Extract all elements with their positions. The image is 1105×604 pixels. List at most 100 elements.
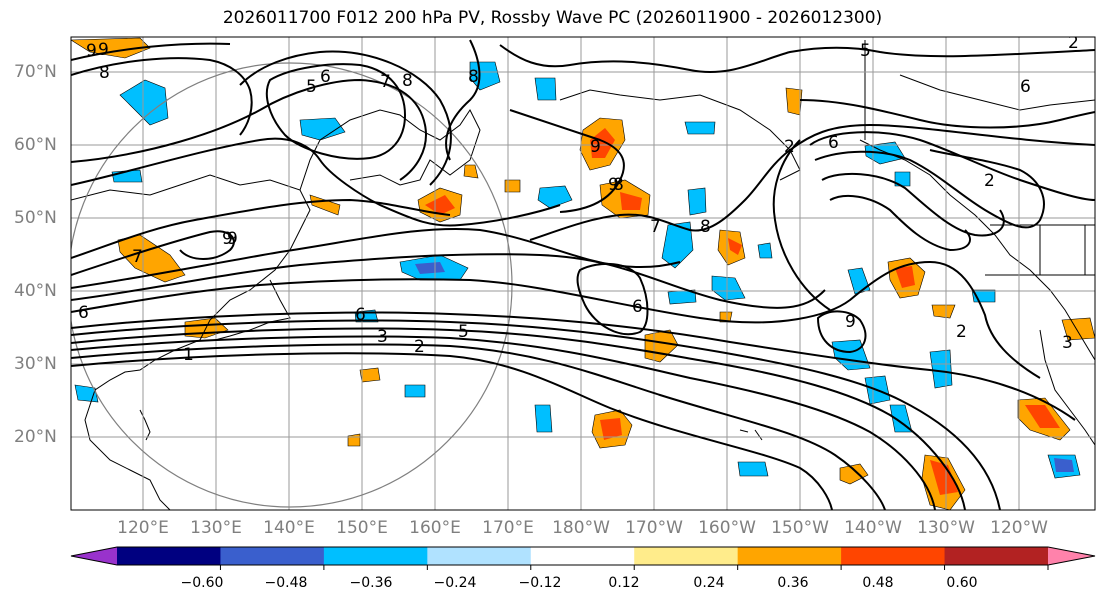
- contour-label: 9: [608, 175, 619, 195]
- positive-anomaly: [644, 329, 679, 363]
- contour-label: 6: [828, 133, 839, 153]
- contour-labels: 9 8 9 6 5 7 8 8 5 2 9 9 7 6 6 3 2 5 1 6 …: [78, 33, 1079, 365]
- contour-label: 8: [700, 217, 711, 237]
- contour-label: 2: [414, 337, 425, 357]
- negative-anomaly: [534, 404, 553, 433]
- contour-label: 6: [1020, 77, 1031, 97]
- colorbar-segment: [841, 547, 946, 565]
- negative-anomaly: [299, 117, 346, 141]
- negative-anomaly: [404, 384, 426, 398]
- contour-label: 9: [86, 41, 97, 61]
- positive-anomaly: [620, 192, 642, 210]
- colorbar-extend-min: [71, 547, 117, 565]
- contour-label: 2: [984, 171, 995, 191]
- negative-anomaly: [469, 61, 501, 91]
- contour-label: 9: [590, 137, 601, 157]
- lon-label-170e: 170°E: [482, 518, 534, 538]
- lat-label-60n: 60°N: [14, 135, 57, 155]
- negative-anomaly: [74, 384, 99, 403]
- positive-anomaly: [425, 195, 455, 215]
- colorbar-segment: [530, 547, 635, 565]
- positive-anomaly: [359, 367, 381, 383]
- contour-label: 7: [650, 217, 661, 237]
- contour-label: 7: [132, 247, 143, 267]
- lon-label-140w: 140°W: [844, 518, 902, 538]
- contour-label: 6: [320, 67, 331, 87]
- lat-label-30n: 30°N: [14, 354, 57, 374]
- lon-label-130w: 130°W: [917, 518, 975, 538]
- lat-label-20n: 20°N: [14, 427, 57, 447]
- lon-label-150w: 150°W: [771, 518, 829, 538]
- colorbar-tick-label: 0.12: [608, 575, 640, 591]
- colorbar-segment: [323, 547, 428, 565]
- positive-anomaly: [895, 266, 915, 288]
- contour-label: 8: [468, 67, 479, 87]
- colorbar: [70, 546, 1096, 570]
- contour-label: 5: [306, 77, 317, 97]
- contour-label: 2: [956, 322, 967, 342]
- colorbar-outline: [70, 546, 1096, 566]
- lon-label-120e: 120°E: [117, 518, 169, 538]
- positive-anomaly: [931, 304, 956, 319]
- lat-label-70n: 70°N: [14, 62, 57, 82]
- colorbar-segment: [427, 547, 532, 565]
- colorbar-tick-label: 0.60: [946, 575, 978, 591]
- contour-label: 3: [1062, 333, 1073, 353]
- colorbar-tick-label: −0.36: [349, 575, 393, 591]
- chart-title: 2026011700 F012 200 hPa PV, Rossby Wave …: [222, 8, 883, 28]
- positive-anomaly: [590, 128, 615, 158]
- contour-label: 2: [784, 137, 795, 157]
- colorbar-tick-label: 0.24: [693, 575, 725, 591]
- negative-anomaly: [537, 185, 573, 209]
- negative-anomaly: [894, 171, 911, 187]
- negative-anomaly: [119, 79, 169, 126]
- negative-anomaly: [415, 262, 445, 274]
- negative-anomaly: [661, 221, 694, 269]
- colorbar-tick-label: −0.12: [518, 575, 562, 591]
- contour-label: 8: [613, 175, 624, 195]
- colorbar-tick-label: −0.60: [180, 575, 224, 591]
- colorbar-tick-label: 0.48: [862, 575, 894, 591]
- colorbar-segment: [944, 547, 1049, 565]
- lon-label-160e: 160°E: [409, 518, 461, 538]
- negative-anomaly: [757, 242, 773, 259]
- positive-anomaly: [71, 37, 151, 59]
- negative-anomaly: [929, 349, 953, 389]
- colorbar-tick-label: 0.36: [777, 575, 809, 591]
- colorbar-segment: [634, 547, 739, 565]
- contour-label: 9: [98, 40, 109, 60]
- contour-label: 3: [377, 327, 388, 347]
- positive-anomaly: [309, 194, 341, 216]
- map-panel: 9 8 9 6 5 7 8 8 5 2 9 9 7 6 6 3 2 5 1 6 …: [71, 33, 1095, 510]
- contour-label: 9: [227, 229, 238, 249]
- lon-label-120w: 120°W: [990, 518, 1048, 538]
- negative-anomaly: [687, 187, 707, 216]
- graticule: [71, 37, 1095, 510]
- lon-label-170w: 170°W: [625, 518, 683, 538]
- contour-label: 1: [183, 345, 194, 365]
- lon-label-130e: 130°E: [190, 518, 242, 538]
- negative-anomaly: [1054, 458, 1074, 472]
- positive-anomaly: [930, 460, 958, 495]
- positive-anomaly: [463, 164, 479, 179]
- contour-label: 6: [632, 297, 643, 317]
- colorbar-tick-label: −0.48: [264, 575, 308, 591]
- positive-anomaly: [1061, 317, 1095, 341]
- plot-frame: [70, 36, 1096, 511]
- positive-anomaly: [504, 179, 521, 193]
- positive-anomaly: [347, 433, 361, 447]
- contour-label: 9: [222, 229, 233, 249]
- lon-label-140e: 140°E: [263, 518, 315, 538]
- contour-label: 2: [1068, 33, 1079, 53]
- pv-contours: [71, 39, 1095, 510]
- lat-label-40n: 40°N: [14, 281, 57, 301]
- contour-label: 5: [860, 41, 871, 61]
- contour-label: 5: [458, 322, 469, 342]
- negative-anomaly: [684, 121, 716, 135]
- positive-anomaly: [117, 234, 186, 283]
- negative-anomaly: [534, 77, 557, 101]
- positive-anomaly: [600, 418, 622, 440]
- contour-label: 6: [355, 305, 366, 325]
- colorbar-extend-max: [1048, 547, 1095, 565]
